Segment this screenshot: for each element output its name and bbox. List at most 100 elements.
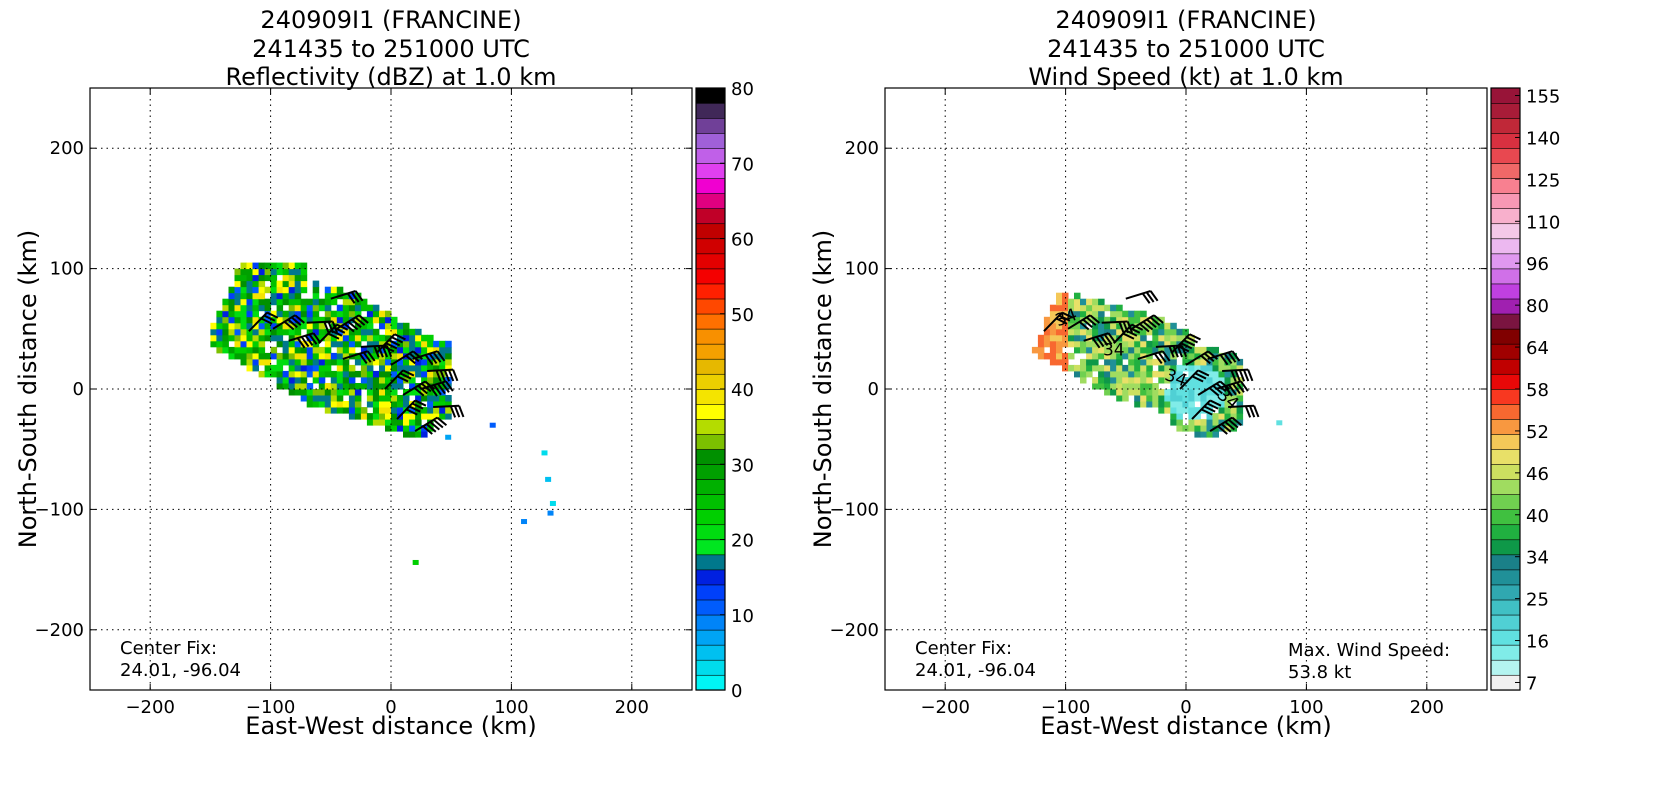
heatmap-cell [427,395,434,402]
heatmap-cell [264,268,272,276]
heatmap-cell [1140,340,1147,348]
heatmap-cell [1122,377,1129,384]
heatmap-cell [252,310,259,318]
center-fix-annotation: 24.01, -96.04 [915,660,1036,681]
heatmap-cell [366,340,374,348]
heatmap-cell [409,407,416,414]
heatmap-cell [1098,377,1105,384]
heatmap-cell [252,358,259,366]
wind-barb [390,350,414,366]
heatmap-cell [300,346,308,354]
heatmap-cell [1104,304,1111,312]
heatmap-cell [439,401,446,408]
heatmap-cell [312,328,320,336]
heatmap-cell [1212,431,1219,438]
heatmap-cell [1140,316,1147,324]
colorbar-tick-label: 155 [1526,87,1560,108]
wind-barb-barb [296,337,306,349]
heatmap-cell [1116,364,1123,372]
heatmap-cell [1056,322,1063,330]
heatmap-cell [366,316,374,324]
heatmap-cell [282,298,290,306]
heatmap-cell [1206,377,1213,384]
heatmap-cell [1200,401,1207,408]
colorbar-tick-label: 64 [1526,338,1549,359]
heatmap-cell [1236,358,1244,366]
wind-barb-barb [1149,316,1161,326]
heatmap-cell [445,364,452,372]
heatmap-cell [1182,407,1189,414]
heatmap-cell [246,298,253,306]
heatmap-cell [318,316,326,324]
wind-barb-barb [441,381,450,393]
heatmap-cell [366,328,374,336]
heatmap-cell [306,304,314,312]
heatmap-cell [397,419,404,426]
heatmap-cell [246,310,253,318]
heatmap-cell [372,310,380,318]
heatmap-cell [228,328,235,336]
wind-barb-barb [333,326,346,334]
colorbar-segment [1490,283,1521,300]
heatmap-cell [1176,419,1183,426]
heatmap-cell [1043,352,1051,360]
colorbar-segment [695,178,726,194]
heatmap-cell [1104,364,1111,372]
heatmap-cell [342,316,350,324]
y-tick-label: −100 [35,499,84,520]
heatmap-cell [403,395,410,402]
heatmap-cell [258,280,266,288]
heatmap-cell [427,346,434,354]
wind-barb-barb [283,320,295,331]
wind-barb-barb [1231,416,1243,427]
wind-barb-barb [405,354,416,365]
heatmap-cell [1140,364,1147,372]
heatmap-cell [1236,401,1244,408]
heatmap-cell [228,298,235,306]
heatmap-cell [318,364,326,372]
colorbar-tick-label: 80 [1526,296,1549,317]
heatmap-cell [1218,358,1225,366]
left-title: 240909I1 (FRANCINE) 241435 to 251000 UTC… [90,6,692,92]
heatmap-cell [240,280,247,288]
heatmap-cell [1140,401,1147,408]
wind-barb-barb [1231,350,1241,362]
heatmap-cell [330,407,338,414]
heatmap-cell [391,389,398,396]
heatmap-cell [1200,383,1207,390]
heatmap-cell [1092,383,1099,390]
heatmap-cell [300,364,308,372]
heatmap-cell [246,316,253,324]
heatmap-cell [288,328,296,336]
heatmap-cell [288,389,296,396]
heatmap-cell [276,316,284,324]
heatmap-cell [1146,395,1153,402]
colorbar-segment [1490,343,1521,360]
wind-barb [248,311,268,332]
colorbar-segment [695,494,726,511]
heatmap-cell [276,358,284,366]
colorbar-tick-label: 60 [731,230,754,251]
heatmap-cell [1049,322,1057,330]
heatmap-cell [348,389,356,396]
heatmap-cell [1134,370,1141,378]
wind-barb-barb [1122,332,1135,340]
heatmap-cell [294,298,302,306]
heatmap-cell [1128,364,1135,372]
colorbar-segment [1490,313,1521,330]
heatmap-cell [1212,383,1219,390]
heatmap-cell [421,346,428,354]
heatmap-cell [282,383,290,390]
heatmap-cell [1068,316,1075,324]
heatmap-cell [1164,370,1171,378]
heatmap-cell [366,401,374,408]
colorbar-segment [695,117,726,134]
wind-barb [1215,380,1242,390]
colorbar-segment [1490,614,1521,631]
heatmap-cell [1086,304,1093,312]
heatmap-cell [1134,395,1141,402]
heatmap-cell [288,292,296,300]
heatmap-cell [210,340,217,348]
heatmap-cell [336,316,344,324]
